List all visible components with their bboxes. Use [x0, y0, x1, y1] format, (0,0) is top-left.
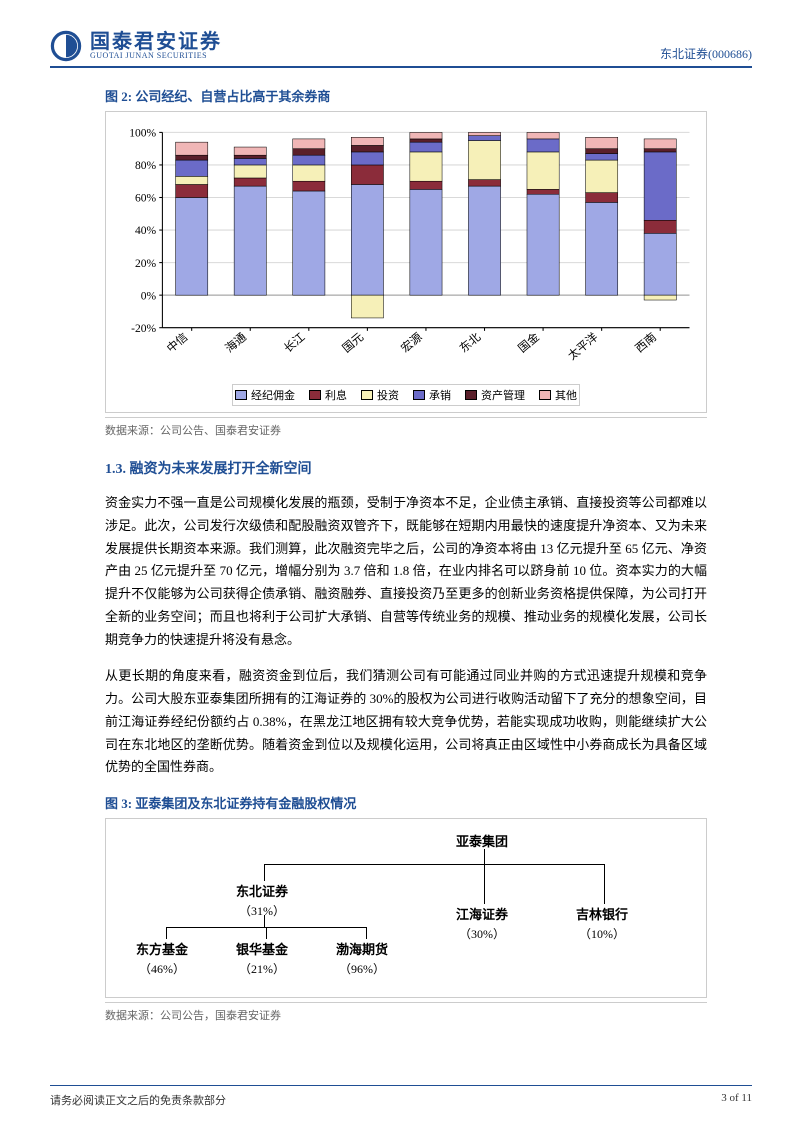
svg-text:-20%: -20%	[131, 323, 156, 335]
logo-text-cn: 国泰君安证券	[90, 32, 222, 52]
tree-connector	[264, 915, 265, 927]
footer-page-number: 3 of 11	[721, 1092, 752, 1108]
legend-item: 承销	[413, 387, 451, 403]
logo-text-en: GUOTAI JUNAN SECURITIES	[90, 52, 222, 60]
svg-text:宏源: 宏源	[398, 329, 425, 355]
svg-text:20%: 20%	[135, 258, 157, 270]
legend-item: 投资	[361, 387, 399, 403]
svg-text:60%: 60%	[135, 193, 157, 205]
page-footer: 请务必阅读正文之后的免责条款部分 3 of 11	[50, 1085, 752, 1108]
tree-connector	[604, 864, 605, 904]
svg-text:中信: 中信	[164, 331, 190, 356]
tree-node-l2: 银华基金（21%）	[236, 939, 288, 977]
legend-item: 资产管理	[465, 387, 525, 403]
svg-text:国金: 国金	[515, 329, 542, 355]
section-heading-1-3: 1.3. 融资为未来发展打开全新空间	[105, 458, 707, 478]
svg-text:40%: 40%	[135, 225, 157, 237]
body-paragraph-2: 从更长期的角度来看，融资资金到位后，我们猜测公司有可能通过同业并购的方式迅速提升…	[105, 665, 707, 779]
tree-connector	[266, 927, 267, 939]
svg-text:长江: 长江	[282, 330, 308, 355]
page-header: 国泰君安证券 GUOTAI JUNAN SECURITIES 东北证券(0006…	[50, 30, 752, 68]
figure-3-tree: 亚泰集团东北证券（31%） 江海证券（30%） 吉林银行（10%） 东方基金（46%）…	[105, 818, 707, 998]
tree-node-root: 亚泰集团	[456, 831, 508, 850]
legend-item: 其他	[539, 387, 577, 403]
svg-text:西南: 西南	[632, 330, 659, 356]
tree-node-l1: 东方基金（46%）	[136, 939, 188, 977]
stacked-bar-chart: -20% 0% 20% 40% 60% 80% 100% 中信 海通 长江 国元 宏源 东北 国金太平洋 西…	[112, 120, 700, 380]
body-paragraph-1: 资金实力不强一直是公司规模化发展的瓶颈，受制于净资本不足，企业债主承销、直接投资…	[105, 492, 707, 651]
svg-text:国元: 国元	[340, 330, 366, 355]
svg-text:100%: 100%	[129, 128, 156, 140]
chart-legend: 经纪佣金利息投资承销资产管理其他	[232, 384, 580, 406]
svg-text:80%: 80%	[135, 160, 157, 172]
legend-item: 经纪佣金	[235, 387, 295, 403]
header-stock-label: 东北证券(000686)	[660, 45, 752, 62]
tree-node-n2: 江海证券（30%）	[456, 904, 508, 942]
figure-2-source: 数据来源：公司公告、国泰君安证券	[105, 417, 707, 438]
tree-node-n3: 吉林银行（10%）	[576, 904, 628, 942]
tree-connector	[264, 864, 265, 881]
legend-item: 利息	[309, 387, 347, 403]
company-logo-icon	[50, 30, 82, 62]
tree-node-n1: 东北证券（31%）	[236, 881, 288, 919]
figure-2-chart: -20% 0% 20% 40% 60% 80% 100% 中信 海通 长江 国元 宏源 东北 国金太平洋 西…	[105, 111, 707, 413]
tree-connector	[484, 864, 485, 904]
svg-text:太平洋: 太平洋	[565, 329, 601, 362]
svg-text:0%: 0%	[141, 290, 157, 302]
svg-text:东北: 东北	[457, 330, 483, 355]
figure-3-source: 数据来源：公司公告，国泰君安证券	[105, 1002, 707, 1023]
tree-connector	[366, 927, 367, 939]
footer-disclaimer: 请务必阅读正文之后的免责条款部分	[50, 1092, 226, 1108]
tree-connector	[484, 849, 485, 864]
tree-connector	[166, 927, 167, 939]
tree-node-l3: 渤海期货（96%）	[336, 939, 388, 977]
svg-text:海通: 海通	[222, 329, 249, 355]
figure-3-title: 图 3: 亚泰集团及东北证券持有金融股权情况	[105, 793, 707, 812]
logo-block: 国泰君安证券 GUOTAI JUNAN SECURITIES	[50, 30, 222, 62]
tree-connector	[264, 864, 604, 865]
figure-2-title: 图 2: 公司经纪、自营占比高于其余券商	[105, 86, 707, 105]
